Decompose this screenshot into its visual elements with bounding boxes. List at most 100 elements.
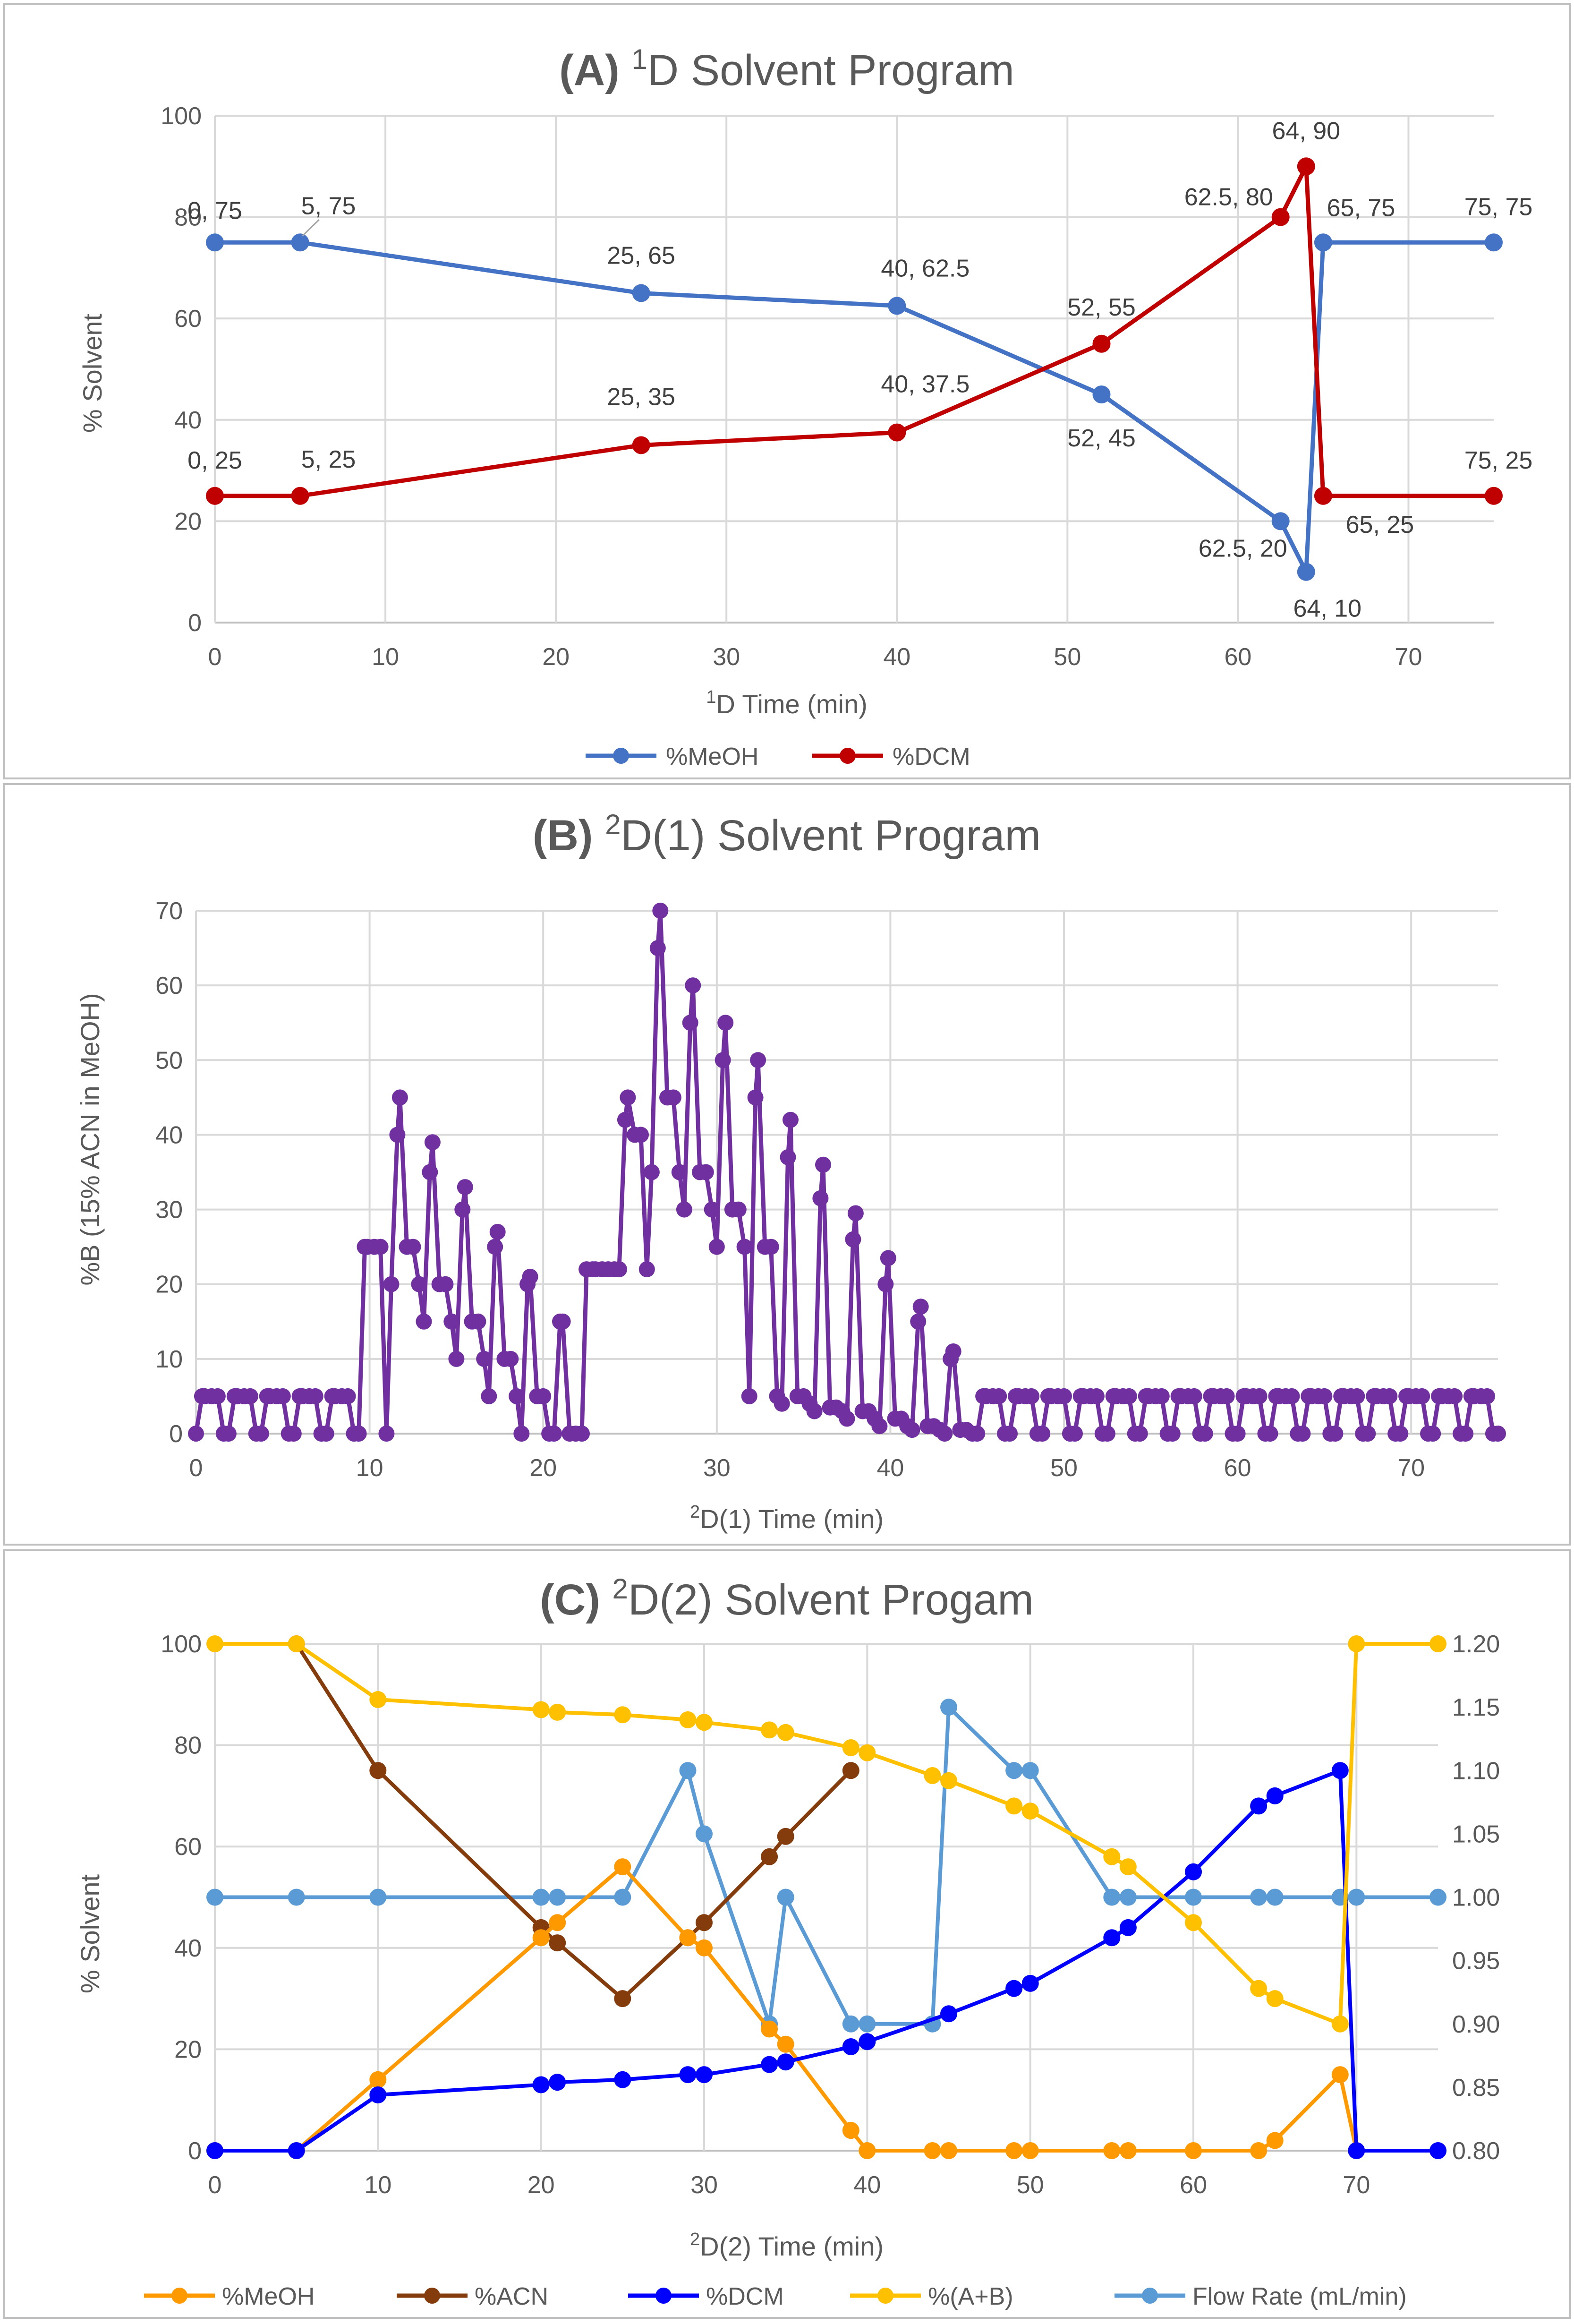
dcm-series-point <box>1314 487 1332 505</box>
percent-b-series-point <box>448 1350 465 1367</box>
panel-b-title: (B) 2D(1) Solvent Program <box>533 809 1041 860</box>
c-ab-series-point <box>614 1706 631 1724</box>
c-meoh-series-point <box>859 2142 876 2159</box>
x-tick-label: 0 <box>208 643 222 671</box>
c-flow-series-point <box>1250 1888 1268 1906</box>
c-ab-series-point <box>696 1714 713 1731</box>
percent-b-series-point <box>741 1388 757 1404</box>
c-dcm-series-point <box>288 2142 305 2159</box>
percent-b-series-point <box>730 1201 747 1218</box>
c-ab-series-point <box>1005 1797 1023 1815</box>
percent-b-series-point <box>682 1015 698 1031</box>
percent-b-series-point <box>378 1426 395 1442</box>
c-dcm-series-point <box>842 2038 859 2055</box>
percent-b-series-point <box>1164 1426 1181 1442</box>
y-tick-label: 0 <box>169 1420 183 1448</box>
panel-a-title: (A) 1D Solvent Program <box>559 43 1014 94</box>
percent-b-series-point <box>945 1343 961 1359</box>
percent-b-series-point <box>871 1418 888 1435</box>
percent-b-series-point <box>1218 1388 1235 1404</box>
x-tick-label: 0 <box>189 1454 203 1482</box>
legend-c-meoh-label: %MeOH <box>222 2283 315 2310</box>
c-ab-series-point <box>1331 2015 1349 2033</box>
y-tick-label: 60 <box>155 972 183 1000</box>
percent-b-series-point <box>1446 1388 1463 1404</box>
x-tick-label: 40 <box>876 1454 904 1482</box>
x-tick-label: 10 <box>356 1454 383 1482</box>
c-meoh-series-point <box>1021 2142 1039 2159</box>
label-leader-line <box>302 219 320 237</box>
c-ab-series-point <box>940 1772 957 1789</box>
panel-c-x-axis-title: 2D(2) Time (min) <box>690 2230 884 2261</box>
c-dcm-series-point <box>940 2005 957 2023</box>
percent-b-series-point <box>253 1426 269 1442</box>
legend-meoh-marker <box>613 748 629 764</box>
panel-c: (C) 2D(2) Solvent Progam 0 20 40 60 80 100 0 10… <box>3 1549 1571 2319</box>
c-ab-series-point <box>1348 1635 1365 1652</box>
c-meoh-series-point <box>696 1939 713 1957</box>
c-flow-series-point <box>1266 1888 1284 1906</box>
percent-b-series-point <box>405 1239 421 1255</box>
panel-a-legend: %MeOH %DCM <box>586 743 970 770</box>
c-meoh-series-point <box>369 2071 387 2088</box>
data-label: 65, 75 <box>1327 194 1395 222</box>
x-tick-label: 60 <box>1180 2171 1207 2199</box>
percent-b-series-point <box>665 1089 681 1106</box>
percent-b-series-point <box>1490 1426 1506 1442</box>
c-dcm-series-point <box>679 2066 697 2084</box>
c-meoh-series-point <box>1250 2142 1268 2159</box>
percent-b-series-point <box>1479 1388 1495 1404</box>
c-dcm-series-point <box>1119 1919 1137 1936</box>
c-dcm-series-point <box>532 2076 550 2093</box>
percent-b-series-point <box>522 1268 538 1285</box>
percent-b-series-point <box>1034 1426 1051 1442</box>
data-label: 0, 25 <box>187 447 242 474</box>
y-tick-label: 20 <box>155 1271 183 1299</box>
percent-b-series-point <box>815 1156 831 1173</box>
percent-b-series-point <box>1349 1388 1365 1404</box>
panel-b-y-axis-title: %B (15% ACN in MeOH) <box>75 993 105 1285</box>
percent-b-series-point <box>554 1313 571 1330</box>
y-tick-label: 100 <box>161 103 202 130</box>
x-tick-label: 0 <box>208 2171 222 2199</box>
percent-b-series-point <box>437 1276 454 1292</box>
c-flow-series-point <box>206 1888 223 1906</box>
y-tick-label: 60 <box>174 1833 202 1861</box>
percent-b-series-point <box>1360 1426 1376 1442</box>
c-ab-series-point <box>1185 1914 1202 1931</box>
percent-b-series-point <box>209 1388 226 1404</box>
c-flow-series-point <box>532 1888 550 1906</box>
y2-tick-label: 1.00 <box>1452 1884 1500 1912</box>
percent-b-series-point <box>1132 1426 1148 1442</box>
percent-b-series-point <box>1284 1388 1300 1404</box>
c-acn-series-point <box>761 1848 778 1865</box>
c-acn-series-point <box>549 1934 566 1952</box>
percent-b-series-point <box>780 1149 796 1165</box>
percent-b-series-point <box>1099 1426 1115 1442</box>
percent-b-series-point <box>1327 1426 1344 1442</box>
c-acn-series-point <box>842 1762 859 1779</box>
percent-b-series-point <box>476 1350 493 1367</box>
percent-b-series-point <box>611 1261 627 1278</box>
x-tick-label: 50 <box>1017 2171 1044 2199</box>
c-dcm-series-point <box>1348 2142 1365 2159</box>
percent-b-series-point <box>188 1426 204 1442</box>
data-label: 65, 25 <box>1346 511 1414 538</box>
c-acn-series-point <box>696 1914 713 1931</box>
percent-b-series-point <box>806 1403 823 1419</box>
c-ab-series-point <box>206 1635 223 1652</box>
percent-b-series-point <box>783 1111 799 1128</box>
percent-b-series-point <box>487 1239 503 1255</box>
percent-b-series-point <box>454 1201 471 1218</box>
percent-b-series-point <box>1153 1388 1170 1404</box>
percent-b-series-point <box>1197 1426 1213 1442</box>
percent-b-series-point <box>1186 1388 1202 1404</box>
percent-b-series-point <box>877 1276 894 1292</box>
legend-c-dcm-marker <box>655 2288 672 2304</box>
percent-b-series-point <box>708 1239 725 1255</box>
legend-dcm-label: %DCM <box>893 743 970 770</box>
c-flow-series-point <box>1348 1888 1365 1906</box>
x-tick-label: 10 <box>372 643 399 671</box>
y-tick-label: 40 <box>174 1935 202 1962</box>
c-flow-series-point <box>842 2015 859 2033</box>
